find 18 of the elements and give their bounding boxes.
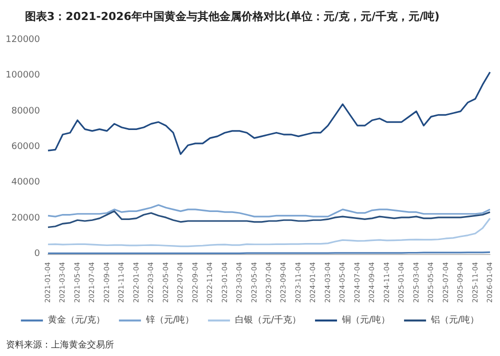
y-tick-label: 100000: [6, 70, 40, 81]
y-tick-label: 60000: [11, 142, 40, 152]
y-tick-label: 40000: [11, 178, 40, 188]
line-series: [47, 204, 491, 218]
y-tick-label: 20000: [11, 213, 40, 224]
chart-title: 图表3：2021-2026年中国黄金与其他金属价格对比(单位：元/克，元/千克，元/吨): [25, 10, 440, 23]
y-tick-label: 120000: [6, 35, 40, 45]
y-tick-label: 0: [34, 249, 40, 259]
legend-label: 铜（元/吨）: [341, 314, 390, 326]
y-tick-label: 80000: [11, 106, 40, 116]
legend-label: 锌（元/吨）: [144, 314, 194, 326]
line-series: [47, 71, 491, 155]
line-series: [47, 218, 491, 248]
text: 资料来源：上海黄金交易所: [6, 340, 114, 350]
legend-label: 黄金（元/克）: [48, 314, 105, 326]
legend-label: 白银（元/千克）: [234, 314, 302, 326]
line-series: [47, 210, 491, 228]
legend-label: 铝（元/吨）: [430, 314, 480, 326]
